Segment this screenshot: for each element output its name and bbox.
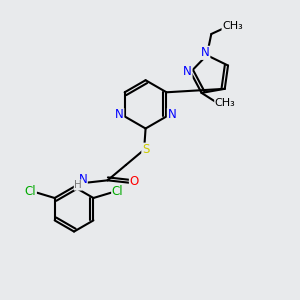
Text: N: N bbox=[115, 109, 124, 122]
Text: CH₃: CH₃ bbox=[215, 98, 236, 108]
Text: Cl: Cl bbox=[25, 185, 36, 198]
Text: H: H bbox=[74, 180, 82, 190]
Text: O: O bbox=[130, 175, 139, 188]
Text: N: N bbox=[201, 46, 210, 59]
Text: S: S bbox=[142, 143, 149, 156]
Text: N: N bbox=[167, 109, 176, 122]
Text: Cl: Cl bbox=[112, 185, 123, 198]
Text: N: N bbox=[183, 65, 192, 78]
Text: CH₃: CH₃ bbox=[222, 21, 243, 31]
Text: N: N bbox=[79, 173, 87, 186]
